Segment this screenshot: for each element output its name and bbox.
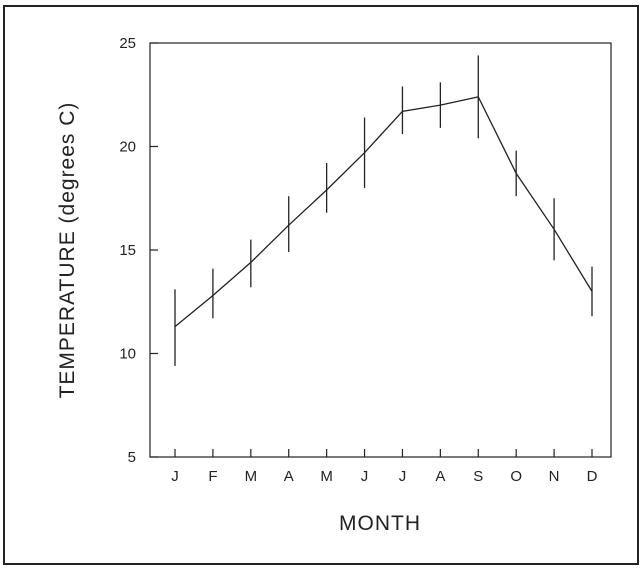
y-tick-label: 15: [119, 242, 136, 259]
x-tick-label: M: [320, 468, 333, 485]
x-tick-label: M: [245, 468, 258, 485]
x-tick-label: J: [361, 468, 369, 485]
x-tick-label: J: [171, 468, 179, 485]
x-axis-title: MONTH: [339, 512, 421, 535]
y-tick-label: 5: [128, 449, 136, 466]
x-tick-label: A: [284, 468, 294, 485]
y-tick-label: 10: [119, 346, 136, 363]
x-tick-label: J: [399, 468, 407, 485]
x-tick-label: N: [549, 468, 560, 485]
x-tick-label: A: [435, 468, 445, 485]
figure-border: [3, 5, 639, 565]
y-tick-label: 20: [119, 139, 136, 156]
y-tick-label: 25: [119, 35, 136, 52]
x-tick-label: S: [473, 468, 483, 485]
error-bars: [174, 55, 593, 366]
plot-area-frame: [149, 42, 612, 458]
x-tick-label: D: [587, 468, 598, 485]
y-axis-ticks: 5 10 15 20 25: [119, 35, 158, 466]
x-tick-label: F: [208, 468, 217, 485]
y-axis-title: TEMPERATURE (degrees C): [56, 102, 79, 399]
x-tick-label: O: [510, 468, 522, 485]
temperature-series-line: [174, 96, 593, 328]
